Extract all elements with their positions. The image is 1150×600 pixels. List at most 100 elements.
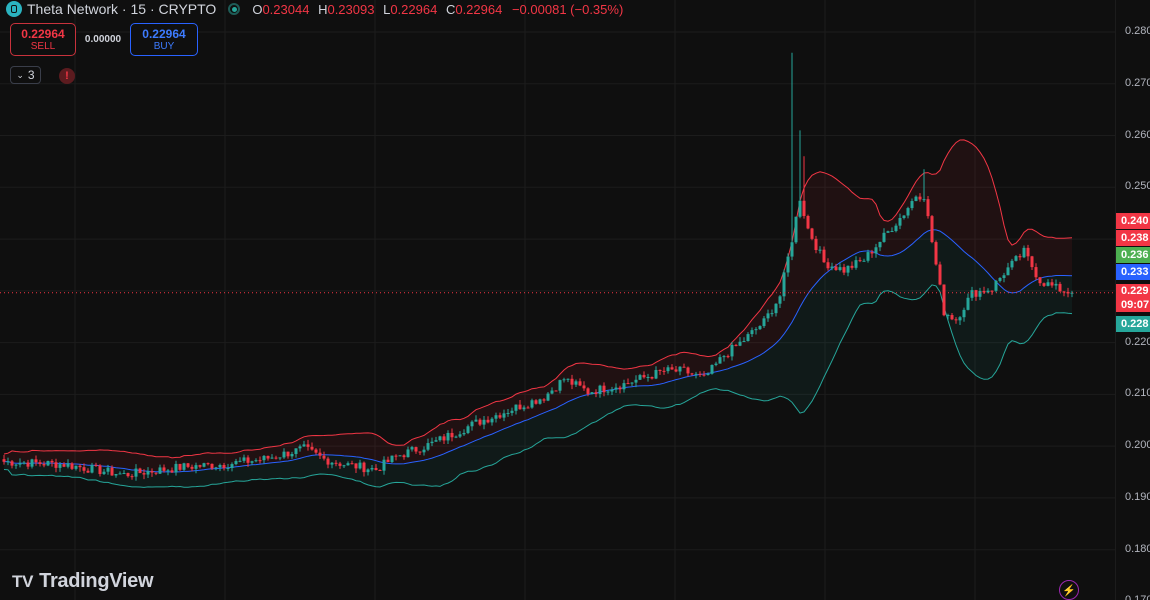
- candle-body: [82, 467, 86, 471]
- candle-body: [594, 392, 598, 395]
- candle-body: [162, 467, 166, 471]
- warning-icon[interactable]: !: [59, 68, 75, 84]
- candle-body: [714, 363, 718, 365]
- buy-price: 0.22964: [142, 26, 186, 41]
- band-fill: [4, 139, 1072, 488]
- candle-body: [950, 315, 954, 320]
- candle-body: [978, 291, 982, 297]
- sell-price: 0.22964: [21, 26, 65, 41]
- candle-body: [718, 357, 722, 364]
- candle-body: [554, 390, 558, 392]
- candle-body: [522, 407, 526, 410]
- ohlc-values: O0.23044 H0.23093 L0.22964 C0.22964 −0.0…: [252, 2, 623, 17]
- price-axis[interactable]: 0.2800.2700.2600.2500.2400.2300.2200.210…: [1115, 0, 1150, 600]
- candle-body: [466, 426, 470, 433]
- price-tick-label: 0.220: [1125, 335, 1150, 348]
- candle-body: [238, 460, 242, 462]
- candle-body: [682, 366, 686, 368]
- candle-body: [6, 461, 10, 463]
- candle-body: [870, 252, 874, 254]
- tradingview-logo[interactable]: TV TradingView: [12, 570, 154, 593]
- candle-body: [446, 432, 450, 441]
- candle-body: [346, 463, 350, 466]
- candle-body: [402, 455, 406, 458]
- candle-body: [178, 463, 182, 470]
- candle-body: [10, 461, 14, 466]
- price-chart[interactable]: [0, 0, 1115, 600]
- candle-body: [374, 468, 378, 471]
- price-tick-label: 0.270: [1125, 76, 1150, 89]
- candle-body: [946, 315, 950, 317]
- candle-body: [442, 436, 446, 441]
- candle-body: [302, 444, 306, 447]
- candle-body: [358, 462, 362, 469]
- candle-body: [330, 462, 334, 465]
- candle-body: [438, 436, 442, 441]
- candle-body: [790, 242, 794, 257]
- candle-body: [254, 460, 258, 462]
- candle-body: [586, 388, 590, 394]
- candle-body: [638, 375, 642, 380]
- candle-body: [694, 373, 698, 375]
- candle-body: [166, 470, 170, 472]
- candle-body: [1038, 277, 1042, 284]
- candle-body: [1018, 256, 1022, 258]
- candle-body: [50, 460, 54, 463]
- candle-body: [658, 369, 662, 371]
- candle-body: [326, 458, 330, 465]
- moving-average-line: [3, 229, 1073, 473]
- candle-body: [786, 256, 790, 273]
- candle-body: [866, 252, 870, 261]
- price-tick-label: 0.260: [1125, 128, 1150, 141]
- candle-body: [1030, 256, 1034, 268]
- candle-body: [386, 459, 390, 463]
- candle-body: [710, 364, 714, 374]
- candle-body: [834, 266, 838, 270]
- candle-body: [198, 465, 202, 467]
- candle-body: [530, 400, 534, 408]
- candle-body: [778, 296, 782, 304]
- tradingview-mark-icon: TV: [12, 571, 34, 591]
- indicators-toggle-button[interactable]: ⌄ 3: [10, 66, 41, 84]
- candle-body: [118, 473, 122, 475]
- candle-body: [534, 400, 538, 404]
- candle-body: [494, 415, 498, 419]
- candle-body: [270, 457, 274, 459]
- candle-body: [546, 393, 550, 401]
- candle-body: [998, 277, 1002, 281]
- candle-body: [390, 455, 394, 463]
- candle-body: [34, 459, 38, 463]
- candle-body: [98, 465, 102, 475]
- candle-body: [958, 317, 962, 321]
- candle-body: [490, 418, 494, 423]
- candle-body: [814, 238, 818, 251]
- chart-grid: [0, 0, 1115, 600]
- candle-body: [106, 467, 110, 472]
- candle-body: [250, 461, 254, 463]
- candle-body: [666, 367, 670, 372]
- symbol-title[interactable]: Theta Network · 15 · CRYPTO: [27, 1, 217, 17]
- candle-body: [1034, 267, 1038, 278]
- market-status-icon[interactable]: [228, 3, 241, 15]
- candle-body: [842, 267, 846, 273]
- candle-body: [190, 466, 194, 469]
- candle-body: [910, 201, 914, 209]
- candle-body: [350, 463, 354, 465]
- price-tag: 0.233: [1116, 264, 1150, 280]
- sell-button[interactable]: 0.22964 SELL: [10, 23, 76, 56]
- candle-body: [418, 451, 422, 453]
- candle-body: [354, 463, 358, 469]
- candle-body: [742, 341, 746, 343]
- candle-body: [18, 462, 22, 465]
- candle-body: [902, 215, 906, 218]
- buy-button[interactable]: 0.22964 BUY: [130, 23, 198, 56]
- candle-body: [582, 385, 586, 389]
- ohlc-open-value: 0.23044: [262, 1, 310, 17]
- candle-body: [66, 463, 70, 467]
- candle-body: [1026, 247, 1030, 257]
- candle-body: [662, 370, 666, 372]
- lightning-icon[interactable]: ⚡: [1059, 580, 1079, 600]
- candle-body: [74, 465, 78, 469]
- candle-body: [954, 319, 958, 321]
- ohlc-high-value: 0.23093: [327, 1, 375, 17]
